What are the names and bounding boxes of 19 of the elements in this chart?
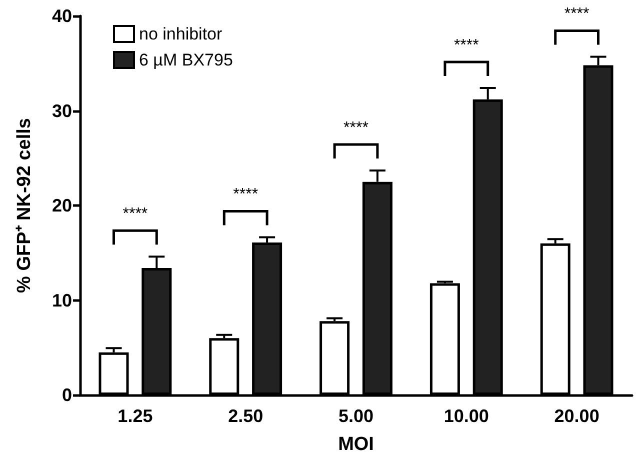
x-tick-label: 5.00 bbox=[338, 406, 374, 426]
x-tick-label: 1.25 bbox=[118, 406, 153, 426]
legend-label: 6 µM BX795 bbox=[139, 50, 233, 70]
x-tick-label: 2.50 bbox=[228, 406, 264, 426]
annotation: **** bbox=[564, 6, 590, 23]
legend-label: no inhibitor bbox=[139, 24, 223, 44]
x-axis-title: MOI bbox=[338, 434, 374, 455]
x-tick-label: 20.00 bbox=[554, 406, 600, 426]
annotation: **** bbox=[344, 119, 368, 136]
annotation: **** bbox=[122, 206, 148, 223]
annotation: **** bbox=[233, 186, 258, 204]
x-tick-label: 10.00 bbox=[444, 406, 489, 426]
y-axis-title: % GFP⁺ NK-92 cells bbox=[14, 118, 35, 293]
y-tick-label: 10 bbox=[52, 290, 72, 310]
y-tick-label: 40 bbox=[52, 6, 72, 26]
y-tick-label: 30 bbox=[52, 100, 72, 121]
annotation: **** bbox=[454, 37, 479, 54]
y-tick-label: 0 bbox=[62, 385, 72, 405]
y-tick-label: 20 bbox=[52, 196, 72, 216]
